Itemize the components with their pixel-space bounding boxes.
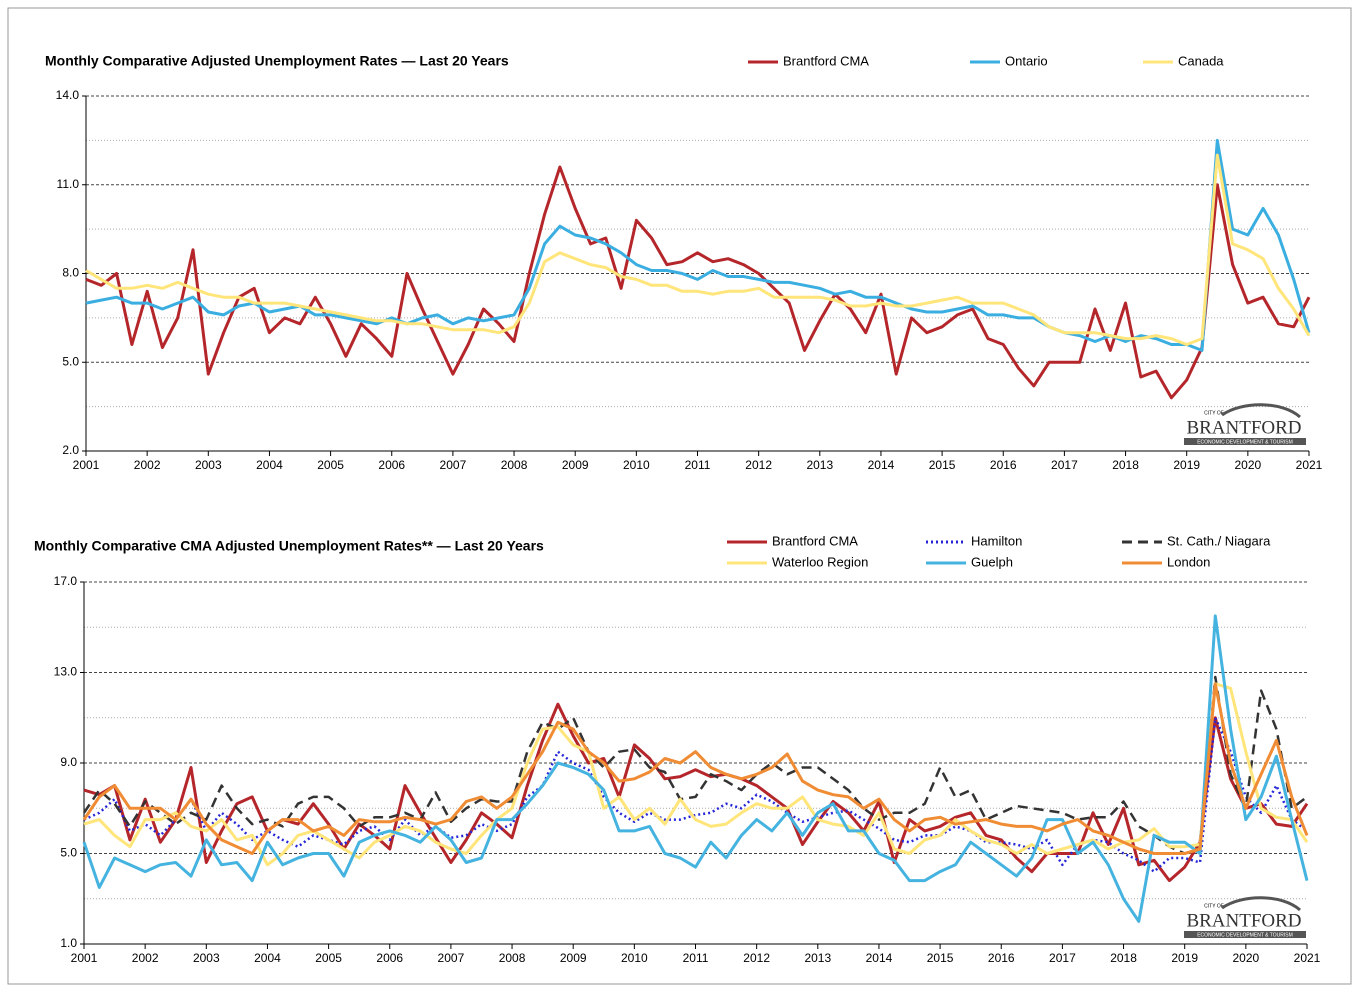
y-tick-label: 9.0 [60, 755, 77, 769]
logo-prefix: CITY OF [1204, 903, 1224, 909]
x-tick-label: 2010 [623, 458, 650, 472]
x-tick-label: 2001 [71, 951, 98, 965]
x-tick-label: 2018 [1110, 951, 1137, 965]
x-tick-label: 2018 [1112, 458, 1139, 472]
logo-band [1184, 438, 1306, 445]
chart-title: Monthly Comparative CMA Adjusted Unemplo… [34, 538, 544, 554]
series-line [82, 682, 1309, 855]
x-tick-label: 2007 [440, 458, 467, 472]
x-tick-label: 2021 [1294, 951, 1321, 965]
y-tick-label: 14.0 [56, 88, 80, 102]
x-tick-label: 2016 [990, 458, 1017, 472]
x-tick-label: 2014 [866, 951, 893, 965]
x-tick-label: 2009 [562, 458, 589, 472]
legend-label: London [1167, 554, 1210, 569]
x-tick-label: 2004 [254, 951, 281, 965]
series-line [83, 716, 1308, 873]
x-tick-label: 2016 [988, 951, 1015, 965]
x-tick-label: 2014 [868, 458, 895, 472]
chart-title: Monthly Comparative Adjusted Unemploymen… [45, 53, 509, 69]
logo-tagline: ECONOMIC DEVELOPMENT & TOURISM [1197, 932, 1293, 938]
x-tick-label: 2011 [683, 951, 709, 965]
y-tick-label: 11.0 [57, 177, 80, 191]
logo-swoosh [1221, 896, 1301, 912]
x-tick-label: 2007 [438, 951, 465, 965]
x-tick-label: 2019 [1173, 458, 1200, 472]
x-tick-label: 2008 [499, 951, 526, 965]
y-tick-label: 1.0 [60, 936, 77, 950]
y-tick-label: 5.0 [60, 846, 77, 860]
logo-prefix: CITY OF [1204, 410, 1224, 416]
y-tick-label: 17.0 [54, 574, 78, 588]
x-tick-label: 2013 [806, 458, 833, 472]
x-tick-label: 2017 [1049, 951, 1076, 965]
logo-band [1184, 931, 1306, 938]
series-line [85, 138, 1311, 352]
y-tick-label: 13.0 [54, 665, 78, 679]
x-tick-label: 2012 [743, 951, 770, 965]
x-tick-label: 2020 [1234, 458, 1261, 472]
x-tick-label: 2012 [745, 458, 772, 472]
legend-label: Brantford CMA [783, 53, 869, 68]
x-tick-label: 2013 [804, 951, 831, 965]
legend-label: Hamilton [971, 533, 1022, 548]
x-tick-label: 2003 [193, 951, 220, 965]
x-tick-label: 2006 [376, 951, 403, 965]
x-tick-label: 2008 [501, 458, 528, 472]
legend-label: Waterloo Region [772, 554, 868, 569]
x-tick-label: 2017 [1051, 458, 1078, 472]
logo-name: BRANTFORD [1186, 910, 1301, 931]
x-tick-label: 2011 [685, 458, 711, 472]
x-tick-label: 2009 [560, 951, 587, 965]
logo-swoosh [1221, 403, 1301, 419]
y-tick-label: 8.0 [62, 266, 79, 280]
x-tick-label: 2004 [256, 458, 283, 472]
x-tick-label: 2021 [1296, 458, 1323, 472]
x-tick-label: 2002 [134, 458, 161, 472]
series-line [85, 153, 1311, 346]
x-tick-label: 2015 [927, 951, 954, 965]
x-tick-label: 2002 [132, 951, 159, 965]
x-tick-label: 2005 [315, 951, 342, 965]
x-tick-label: 2006 [378, 458, 405, 472]
frame [7, 7, 1352, 985]
x-tick-label: 2020 [1232, 951, 1259, 965]
x-tick-label: 2005 [317, 458, 344, 472]
legend-label: Ontario [1005, 53, 1048, 68]
y-tick-label: 2.0 [62, 443, 79, 457]
logo-tagline: ECONOMIC DEVELOPMENT & TOURISM [1197, 439, 1293, 445]
legend-label: St. Cath./ Niagara [1167, 533, 1271, 548]
y-tick-label: 5.0 [62, 354, 79, 368]
legend-label: Brantford CMA [772, 533, 858, 548]
legend-label: Canada [1178, 53, 1224, 68]
x-tick-label: 2001 [73, 458, 100, 472]
legend-label: Guelph [971, 554, 1013, 569]
series-line [83, 682, 1309, 867]
x-tick-label: 2015 [929, 458, 956, 472]
x-tick-label: 2010 [621, 951, 648, 965]
x-tick-label: 2003 [195, 458, 222, 472]
x-tick-label: 2019 [1171, 951, 1198, 965]
logo-name: BRANTFORD [1186, 417, 1301, 438]
series-line [82, 614, 1309, 923]
